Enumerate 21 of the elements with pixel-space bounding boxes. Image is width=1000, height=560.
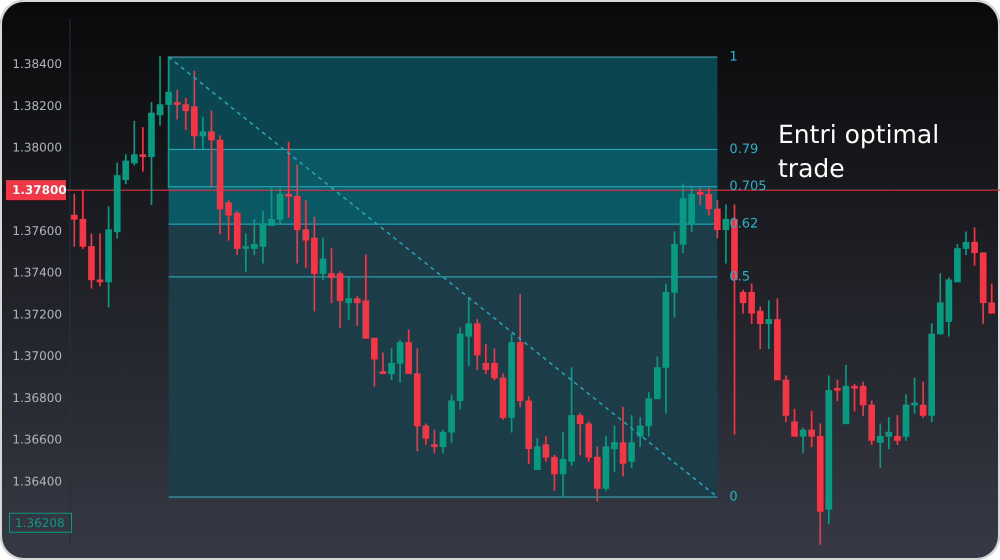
y-tick-label: 1.37200 bbox=[12, 307, 62, 322]
y-tick-label: 1.38400 bbox=[12, 57, 62, 72]
y-tick-label: 1.38000 bbox=[12, 140, 62, 154]
annotation: Entri optimal trade bbox=[778, 119, 940, 185]
candlestick bbox=[560, 432, 566, 498]
y-tick-label: 1.37600 bbox=[12, 224, 62, 238]
y-tick-label: 1.38200 bbox=[12, 98, 62, 113]
annotation: 0 bbox=[729, 489, 738, 504]
y-tick-label: 1.37000 bbox=[12, 349, 62, 364]
text: 1.36208 bbox=[15, 516, 65, 530]
y-tick-label: 1.37400 bbox=[12, 266, 62, 280]
y-tick-label: 1.36400 bbox=[12, 474, 62, 488]
y-tick-label: 1.36600 bbox=[12, 432, 62, 447]
candlestick bbox=[380, 352, 386, 374]
annotation: 0.79 bbox=[729, 142, 758, 157]
y-tick-label: 1.36800 bbox=[12, 390, 62, 405]
ref-line-label: 1.37800 bbox=[12, 183, 67, 198]
candlestick bbox=[851, 384, 858, 412]
candlestick bbox=[611, 426, 618, 472]
annotation: 1 bbox=[729, 49, 738, 64]
candlestick bbox=[328, 248, 335, 304]
